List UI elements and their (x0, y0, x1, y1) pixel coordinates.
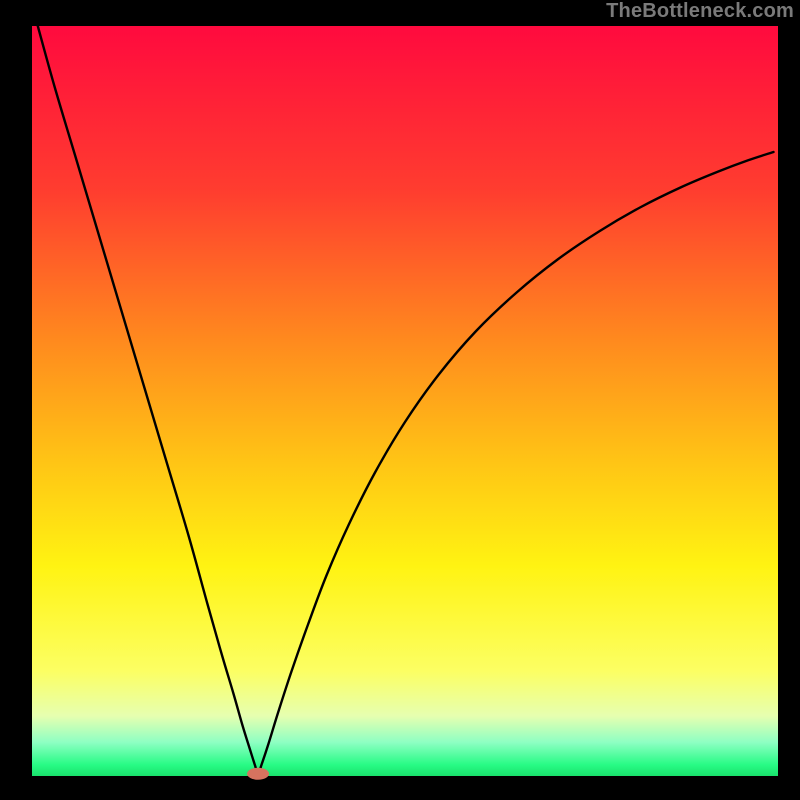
watermark-text: TheBottleneck.com (606, 0, 794, 23)
chart-container: TheBottleneck.com (0, 0, 800, 800)
plot-gradient-background (32, 26, 778, 776)
